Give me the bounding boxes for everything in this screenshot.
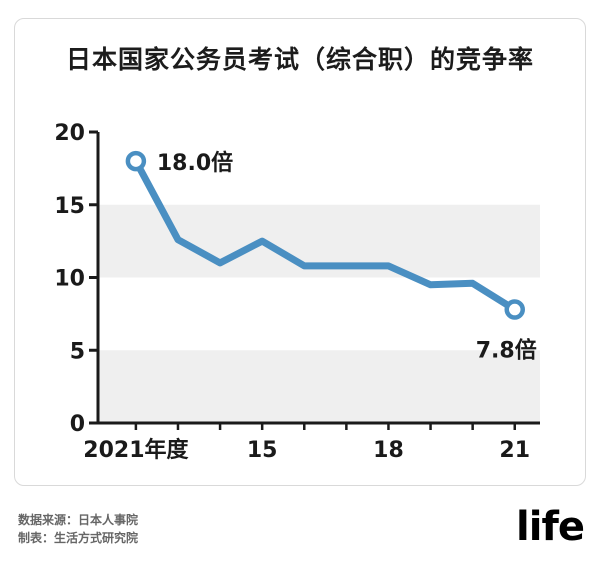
axes (89, 130, 540, 430)
chart-title: 日本国家公务员考试（综合职）的竞争率 (65, 45, 534, 74)
endpoint-marker (504, 299, 525, 320)
shaded-bands (98, 204, 540, 423)
credit-line: 制表：生活方式研究院 (18, 531, 139, 545)
data-label: 7.8倍 (476, 338, 537, 364)
x-tick-label: 21 (499, 438, 530, 463)
y-tick-labels: 0 5 10 15 20 (54, 121, 85, 437)
y-tick-label: 20 (54, 121, 85, 146)
y-tick-label: 15 (54, 194, 85, 219)
x-tick-labels: 2021年度 15 18 21 (83, 437, 530, 463)
y-tick-label: 5 (70, 339, 85, 364)
endpoint-marker (125, 150, 147, 172)
y-tick-label: 10 (54, 267, 85, 292)
source-line: 数据来源：日本人事院 (18, 513, 139, 527)
x-tick-label: 18 (373, 438, 404, 463)
source-note: 数据来源：日本人事院 制表：生活方式研究院 (18, 511, 138, 547)
life-logo: life (516, 504, 585, 550)
series-line (132, 157, 519, 313)
data-label: 18.0倍 (157, 150, 233, 176)
y-tick-label: 0 (70, 412, 85, 437)
x-tick-label: 15 (247, 438, 278, 463)
annotations: 18.0倍 7.8倍 (125, 150, 537, 364)
x-tick-label: 2021年度 (83, 437, 189, 463)
series (132, 157, 519, 313)
shaded-band (98, 350, 540, 423)
